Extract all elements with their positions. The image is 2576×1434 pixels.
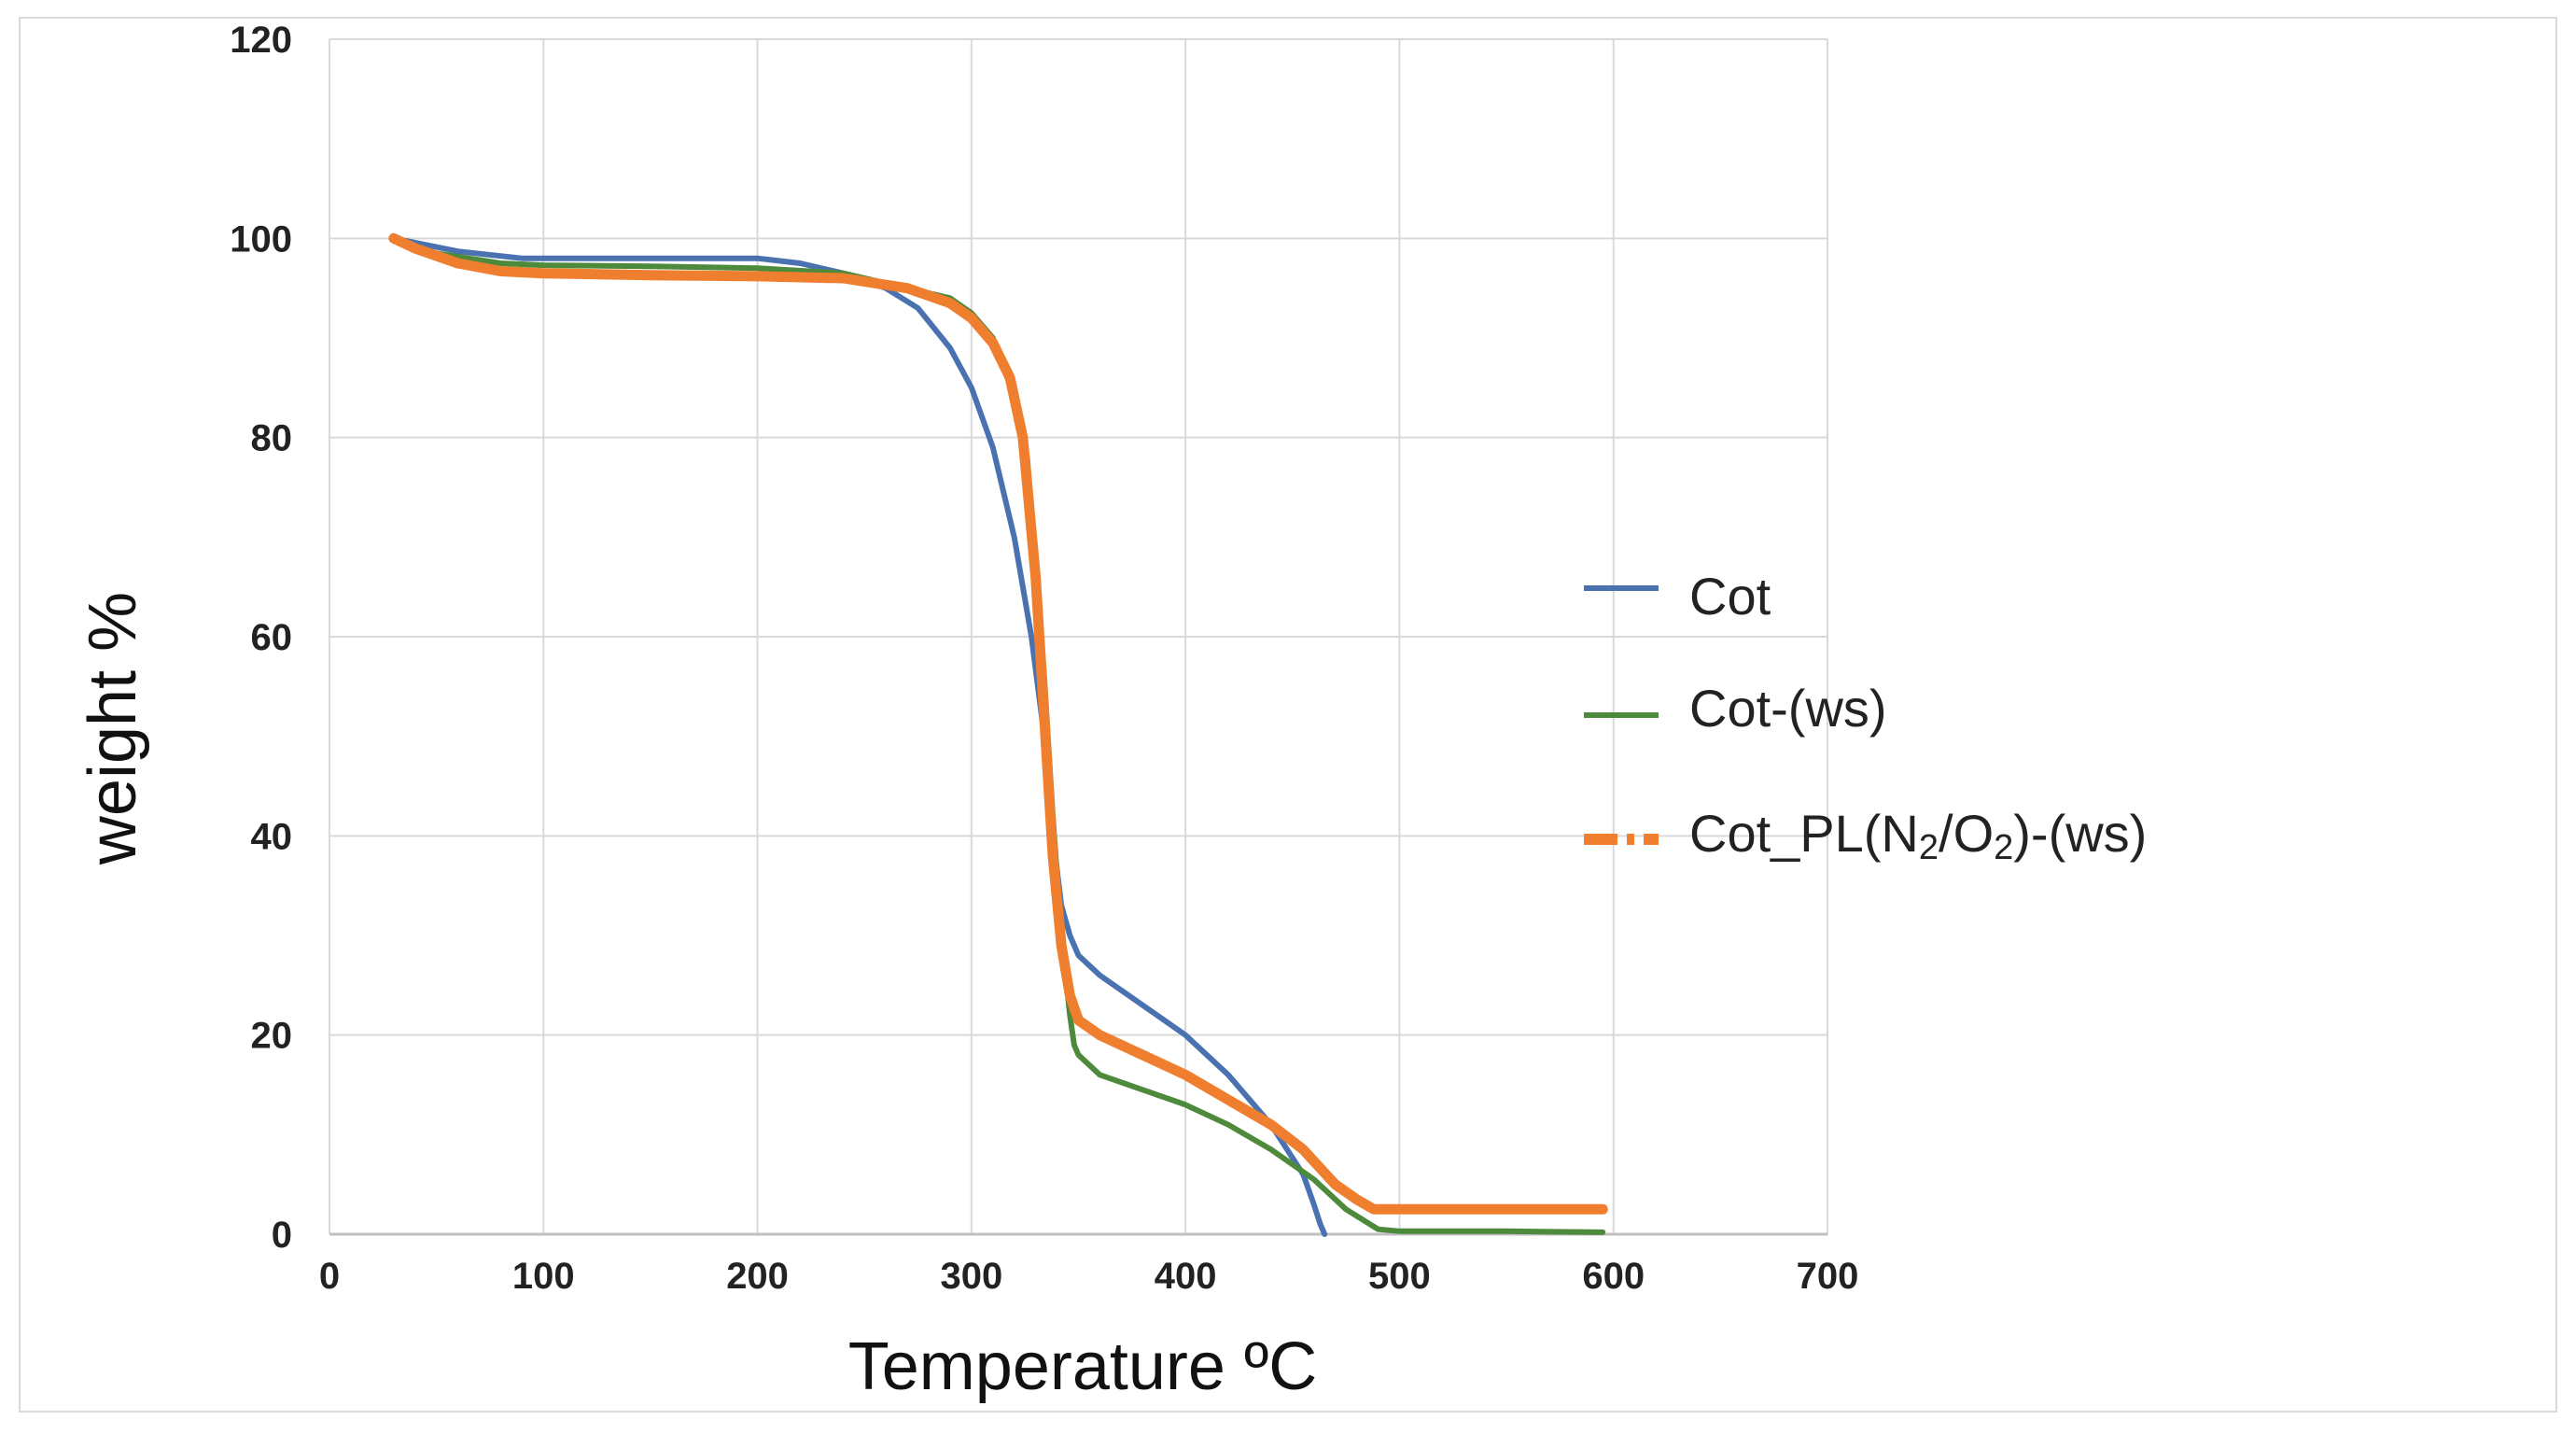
grid bbox=[329, 38, 1828, 1234]
legend-label-cot: Cot bbox=[1689, 567, 1771, 626]
y-tick-label: 40 bbox=[251, 816, 293, 857]
x-tick-label: 300 bbox=[940, 1256, 1002, 1297]
y-tick-labels: 0 20 40 60 80 100 120 bbox=[230, 20, 292, 1256]
x-tick-label: 700 bbox=[1797, 1256, 1859, 1297]
legend-item-cot-ws: Cot-(ws) bbox=[1584, 679, 1887, 738]
x-tick-label: 100 bbox=[512, 1256, 575, 1297]
legend-item-cot: Cot bbox=[1584, 567, 1771, 626]
y-tick-label: 20 bbox=[251, 1016, 293, 1057]
y-tick-label: 100 bbox=[230, 218, 292, 260]
series-lines bbox=[388, 232, 1608, 1237]
x-tick-label: 200 bbox=[726, 1256, 789, 1297]
legend: Cot Cot-(ws) Cot_PL(N2/O2)-(ws) bbox=[1584, 567, 2147, 867]
x-tick-label: 0 bbox=[319, 1256, 340, 1297]
y-tick-label: 80 bbox=[251, 418, 293, 459]
x-tick-labels: 0 100 200 300 400 500 600 700 bbox=[319, 1256, 1859, 1297]
legend-label-cot-pl: Cot_PL(N2/O2)-(ws) bbox=[1689, 804, 2147, 867]
series-line-1 bbox=[390, 235, 1606, 1235]
figure-frame bbox=[19, 17, 2557, 1413]
x-tick-label: 500 bbox=[1368, 1256, 1431, 1297]
x-tick-label: 600 bbox=[1582, 1256, 1645, 1297]
y-tick-label: 120 bbox=[230, 20, 292, 61]
x-axis-label: Temperature ºC bbox=[848, 1329, 1318, 1404]
x-tick-label: 400 bbox=[1155, 1256, 1217, 1297]
y-axis-label: weight % bbox=[76, 592, 150, 865]
y-tick-label: 0 bbox=[272, 1215, 292, 1256]
y-tick-label: 60 bbox=[251, 617, 293, 658]
series-line-2 bbox=[388, 232, 1608, 1215]
legend-item-cot-pl: Cot_PL(N2/O2)-(ws) bbox=[1584, 804, 2147, 867]
legend-label-cot-ws: Cot-(ws) bbox=[1689, 679, 1887, 738]
